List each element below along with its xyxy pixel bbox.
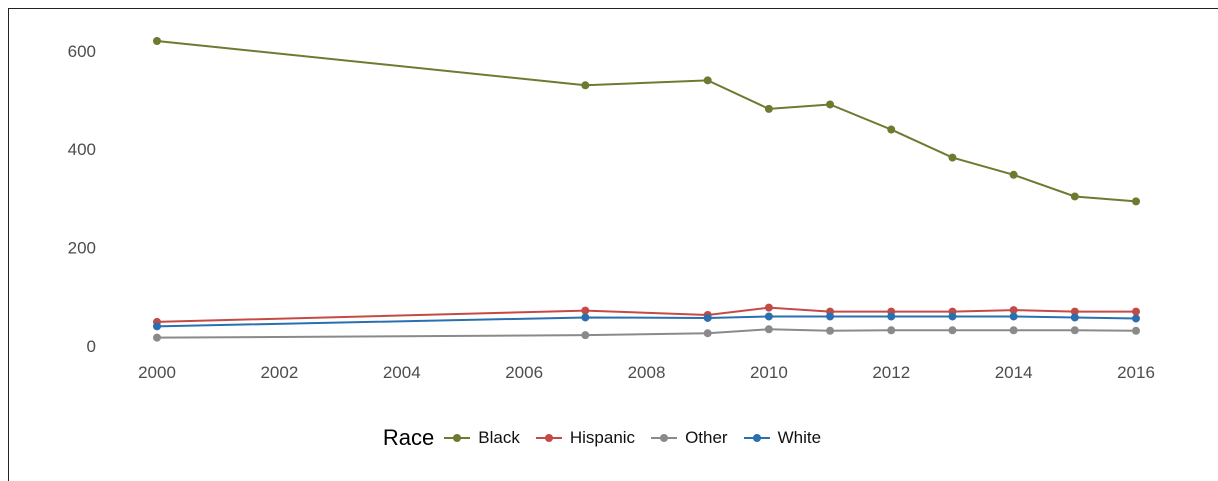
legend-key-icon xyxy=(743,434,770,442)
legend-key-icon xyxy=(444,434,471,442)
data-point-white xyxy=(703,313,712,322)
data-point-other xyxy=(703,329,712,338)
series-line-black xyxy=(156,40,1137,203)
data-point-white xyxy=(1132,314,1140,323)
legend-item-black: Black xyxy=(442,428,520,448)
data-point-white xyxy=(948,312,957,321)
x-tick-label: 2006 xyxy=(505,363,543,382)
legend-label: White xyxy=(777,428,822,447)
y-tick-label: 0 xyxy=(87,337,96,356)
y-tick-label: 400 xyxy=(68,140,96,159)
data-point-other xyxy=(948,326,957,335)
data-point-black xyxy=(948,153,957,162)
x-tick-label: 2002 xyxy=(260,363,298,382)
chart-frame xyxy=(8,8,1218,481)
data-point-hispanic xyxy=(764,303,773,312)
data-point-black xyxy=(703,76,712,85)
data-point-black xyxy=(1070,192,1079,201)
data-point-white xyxy=(887,312,896,321)
data-point-white xyxy=(1009,312,1018,321)
series-line-other xyxy=(156,328,1137,339)
data-point-black xyxy=(1009,170,1018,179)
data-point-black xyxy=(826,100,835,109)
legend-label: Hispanic xyxy=(569,428,636,447)
data-point-other xyxy=(1009,326,1018,335)
legend-label: Other xyxy=(685,428,728,447)
legend-item-hispanic: Hispanic xyxy=(534,428,635,448)
y-axis: 0 200 400 600 xyxy=(68,42,96,356)
legend-key-icon xyxy=(535,434,562,442)
legend-key-icon xyxy=(651,434,678,442)
series-white xyxy=(153,312,1140,331)
data-point-white xyxy=(764,312,773,321)
data-point-other xyxy=(1132,326,1140,335)
x-tick-label: 2016 xyxy=(1117,363,1155,382)
x-tick-label: 2014 xyxy=(995,363,1033,382)
x-tick-label: 2008 xyxy=(628,363,666,382)
data-point-white xyxy=(826,312,835,321)
series-layer xyxy=(153,37,1140,342)
x-tick-label: 2000 xyxy=(138,363,176,382)
data-point-black xyxy=(1132,197,1140,206)
data-point-other xyxy=(887,326,896,335)
data-point-other xyxy=(1070,326,1079,335)
x-tick-label: 2012 xyxy=(872,363,910,382)
legend-label: Black xyxy=(478,428,520,447)
data-point-black xyxy=(764,104,773,113)
data-point-hispanic xyxy=(581,306,590,315)
data-point-hispanic xyxy=(1009,306,1018,315)
x-axis: 2000 2002 2004 2006 2008 2010 2012 2014 2016 xyxy=(138,363,1155,382)
legend: Race Black Hispanic Other White xyxy=(0,420,1218,456)
legend-title: Race xyxy=(382,425,435,450)
data-point-white xyxy=(153,322,161,331)
series-line-hispanic xyxy=(156,306,1136,323)
data-point-black xyxy=(153,37,161,45)
data-point-other xyxy=(826,326,835,335)
x-tick-label: 2010 xyxy=(750,363,788,382)
y-tick-label: 200 xyxy=(68,239,96,258)
legend-item-other: Other xyxy=(649,428,728,448)
data-point-hispanic xyxy=(1070,307,1079,316)
data-point-white xyxy=(1070,313,1079,322)
data-point-black xyxy=(887,125,896,134)
data-point-white xyxy=(581,313,590,322)
legend-item-white: White xyxy=(742,428,821,448)
data-point-other xyxy=(764,325,773,334)
x-tick-label: 2004 xyxy=(383,363,421,382)
series-other xyxy=(153,325,1140,342)
data-point-black xyxy=(581,81,590,90)
series-line-white xyxy=(156,315,1137,328)
data-point-hispanic xyxy=(1132,307,1140,316)
data-point-other xyxy=(581,331,590,340)
y-tick-label: 600 xyxy=(68,42,96,61)
series-black xyxy=(153,37,1140,206)
data-point-other xyxy=(153,333,161,342)
